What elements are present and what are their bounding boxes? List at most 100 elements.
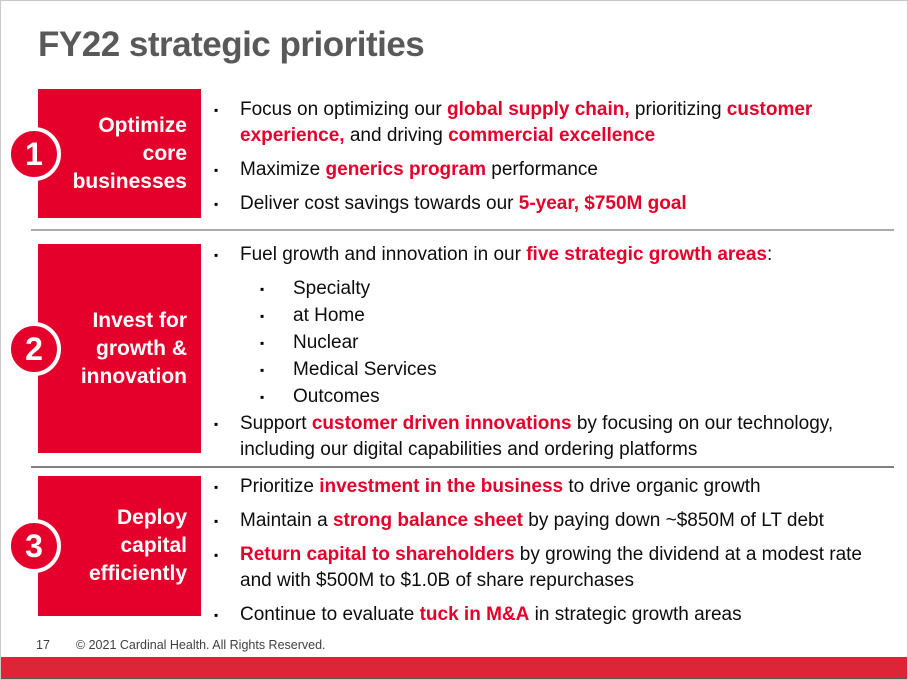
priority-label-line: Deploy	[116, 506, 187, 529]
bullet-text: Fuel growth and innovation in our five s…	[240, 242, 874, 268]
priority-box: Invest for growth & innovation 2	[7, 244, 201, 453]
priority-number: 3	[25, 528, 43, 564]
copyright-text: © 2021 Cardinal Health. All Rights Reser…	[75, 638, 326, 652]
emphasis-text: customer driven innovations	[311, 413, 572, 434]
plain-text: Deliver cost savings towards our	[240, 193, 519, 214]
bullet-item: ▪ Maintain a strong balance sheet by payi…	[214, 508, 874, 534]
priority-number-badge: 3	[7, 519, 61, 573]
plain-text: Focus on optimizing our	[240, 99, 447, 120]
bullet-marker-icon: ▪	[260, 390, 265, 404]
section-divider	[31, 229, 894, 231]
plain-text: Maintain a	[240, 510, 333, 531]
emphasis-text: strong balance sheet	[332, 510, 524, 531]
plain-text: Nuclear	[293, 332, 359, 353]
bullet-marker-icon: ▪	[260, 309, 265, 323]
priority-number: 1	[25, 135, 43, 172]
bullet-list: ▪ Prioritize investment in the business t…	[214, 474, 874, 636]
priority-number: 2	[25, 330, 43, 367]
plain-text: by focusing on our technology, including…	[240, 413, 834, 460]
emphasis-text: tuck in M&A	[419, 604, 530, 625]
plain-text: to drive organic growth	[563, 476, 761, 497]
bullet-text: Nuclear	[293, 330, 874, 356]
bullet-list: ▪ Focus on optimizing our global supply c…	[214, 97, 874, 225]
bullet-text: at Home	[293, 303, 874, 329]
bullet-text: Maintain a strong balance sheet by payin…	[240, 508, 874, 534]
bullet-text: Continue to evaluate tuck in M&A in stra…	[240, 602, 874, 628]
bullet-list: ▪ Fuel growth and innovation in our five …	[214, 242, 874, 471]
plain-text: Fuel growth and innovation in our	[240, 244, 527, 265]
priority-label-line: businesses	[72, 169, 187, 193]
bullet-text: Focus on optimizing our global supply ch…	[240, 97, 874, 149]
bullet-item: ▪ Return capital to shareholders by growi…	[214, 542, 874, 594]
plain-text: :	[767, 244, 773, 265]
bullet-marker-icon: ▪	[214, 197, 219, 211]
priority-label-line: innovation	[80, 364, 187, 388]
priority-number-badge: 1	[7, 126, 61, 181]
priority-label: Optimize core businesses	[73, 112, 201, 196]
plain-text: Maximize	[240, 159, 326, 180]
priority-label-line: efficiently	[88, 562, 187, 585]
sub-bullet-item: ▪ Medical Services	[214, 357, 874, 383]
plain-text: in strategic growth areas	[529, 604, 742, 625]
emphasis-text: commercial excellence	[448, 125, 656, 146]
bullet-text: Medical Services	[293, 357, 874, 383]
emphasis-text: generics program	[325, 159, 487, 180]
plain-text: Continue to evaluate	[240, 604, 420, 625]
plain-text: by paying down ~$850M of LT debt	[523, 510, 824, 531]
bullet-marker-icon: ▪	[260, 336, 265, 350]
bullet-text: Support customer driven innovations by f…	[240, 411, 874, 463]
priority-box: Deploy capital efficiently 3	[7, 476, 201, 616]
page-title: FY22 strategic priorities	[38, 25, 425, 64]
priority-label-line: Invest for	[92, 308, 187, 332]
plain-text: Specialty	[293, 278, 371, 299]
priority-label-line: growth &	[96, 336, 187, 360]
priority-label-line: Optimize	[98, 113, 187, 137]
priority-label: Deploy capital efficiently	[89, 504, 201, 588]
plain-text: prioritizing	[629, 99, 727, 120]
bullet-marker-icon: ▪	[214, 548, 219, 562]
slide-bottom-edge	[1, 678, 907, 679]
priority-box: Optimize core businesses 1	[7, 89, 201, 218]
sub-bullet-item: ▪ Outcomes	[214, 384, 874, 410]
bullet-text: Maximize generics program performance	[240, 157, 874, 183]
bullet-text: Outcomes	[293, 384, 874, 410]
page-number: 17	[36, 638, 50, 652]
bullet-marker-icon: ▪	[214, 608, 219, 622]
emphasis-text: customer experience,	[240, 99, 813, 146]
sub-bullet-item: ▪ Nuclear	[214, 330, 874, 356]
bullet-marker-icon: ▪	[214, 514, 219, 528]
bullet-item: ▪ Support customer driven innovations by …	[214, 411, 874, 463]
bullet-marker-icon: ▪	[260, 363, 265, 377]
sub-bullet-item: ▪ Specialty	[214, 276, 874, 302]
bullet-marker-icon: ▪	[214, 248, 219, 262]
bullet-text: Specialty	[293, 276, 874, 302]
priority-label-line: capital	[120, 534, 187, 557]
bullet-item: ▪ Prioritize investment in the business t…	[214, 474, 874, 500]
emphasis-text: Return capital to shareholders	[240, 544, 515, 565]
plain-text: by growing the dividend at a modest rate…	[240, 544, 862, 591]
bullet-item: ▪ Fuel growth and innovation in our five …	[214, 242, 874, 268]
bullet-marker-icon: ▪	[214, 103, 219, 117]
priority-number-badge: 2	[7, 321, 61, 376]
bullet-marker-icon: ▪	[260, 282, 265, 296]
bullet-marker-icon: ▪	[214, 417, 219, 431]
bullet-text: Deliver cost savings towards our 5-year,…	[240, 191, 874, 217]
plain-text: and driving	[344, 125, 449, 146]
plain-text: at Home	[293, 305, 365, 326]
bullet-text: Prioritize investment in the business to…	[240, 474, 874, 500]
priority-label-line: core	[142, 141, 187, 165]
plain-text: performance	[486, 159, 598, 180]
emphasis-text: investment in the business	[319, 476, 564, 497]
bullet-text: Return capital to shareholders by growin…	[240, 542, 874, 594]
emphasis-text: global supply chain,	[447, 99, 630, 120]
bottom-red-bar	[1, 657, 907, 678]
bullet-item: ▪ Deliver cost savings towards our 5-year…	[214, 191, 874, 217]
section-divider	[31, 466, 894, 468]
bullet-item: ▪ Continue to evaluate tuck in M&A in str…	[214, 602, 874, 628]
plain-text: Outcomes	[293, 386, 380, 407]
emphasis-text: 5-year, $750M goal	[518, 193, 687, 214]
slide-footer: 17 © 2021 Cardinal Health. All Rights Re…	[36, 638, 326, 652]
sub-bullet-item: ▪ at Home	[214, 303, 874, 329]
priority-label: Invest for growth & innovation	[81, 307, 201, 391]
